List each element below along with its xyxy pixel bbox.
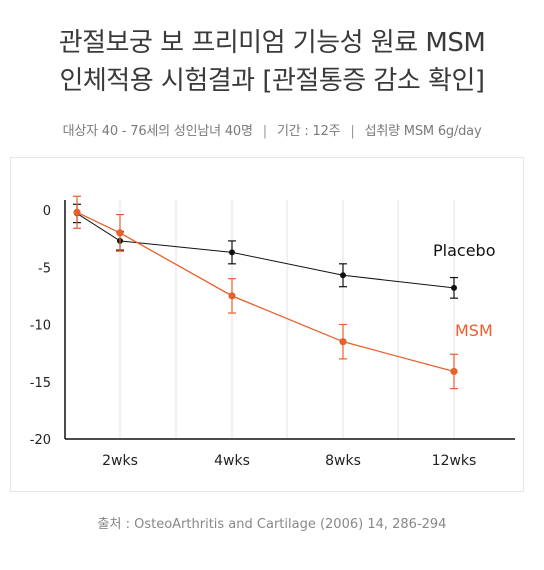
study-info: 대상자 40 - 76세의 성인남녀 40명 | 기간 : 12주 | 섭취량 MSM …	[0, 120, 544, 139]
x-tick-label: 4wks	[214, 453, 250, 469]
data-point-msm	[116, 229, 124, 237]
data-point-msm	[339, 338, 347, 346]
page-title-line2: 인체적용 시험결과 [관절통증 감소 확인]	[59, 66, 485, 96]
data-point-placebo	[451, 284, 457, 291]
x-tick-label: 2wks	[102, 453, 138, 469]
series-line-placebo	[76, 213, 455, 289]
x-tick-label: 8wks	[325, 453, 361, 469]
data-point-msm	[73, 208, 81, 216]
y-tick-label: -20	[30, 433, 51, 448]
pain-score-chart: 0 -5 -10 -15 -20 2wks 4wks 8wks 12wks Placebo MSM	[30, 195, 515, 469]
separator: |	[262, 124, 267, 139]
page-title-line1: 관절보궁 보 프리미엄 기능성 원료 MSM	[58, 28, 486, 58]
x-tick-label: 12wks	[432, 453, 477, 469]
legend-msm: MSM	[455, 321, 493, 340]
y-tick-label: -10	[30, 319, 51, 334]
separator: |	[350, 124, 355, 139]
source-citation: 출처 : OsteoArthritis and Cartilage (2006)…	[97, 517, 447, 532]
study-dose: 섭취량 MSM 6g/day	[364, 124, 482, 139]
data-point-msm	[228, 292, 236, 300]
study-subjects: 대상자 40 - 76세의 성인남녀 40명	[62, 124, 253, 139]
legend-placebo: Placebo	[433, 241, 495, 260]
series-line-msm	[76, 211, 455, 373]
chart-panel: 0 -5 -10 -15 -20 2wks 4wks 8wks 12wks Placebo MSM	[10, 157, 524, 492]
y-tick-label: -15	[30, 376, 51, 391]
y-tick-label: 0	[43, 204, 51, 219]
y-tick-label: -5	[38, 261, 51, 276]
data-point-msm	[450, 367, 458, 376]
study-period: 기간 : 12주	[276, 124, 341, 139]
data-point-placebo	[340, 272, 346, 279]
data-point-placebo	[229, 249, 235, 256]
